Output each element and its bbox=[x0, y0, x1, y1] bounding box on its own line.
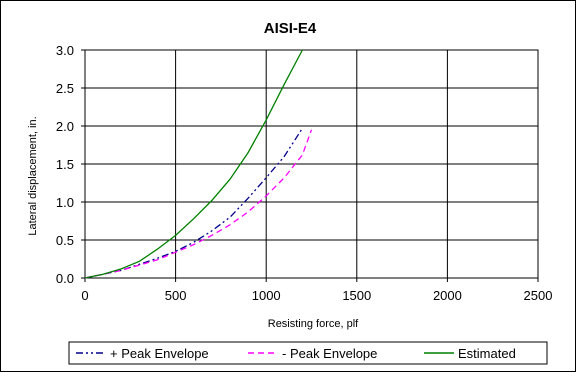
y-tick-label: 2.0 bbox=[56, 119, 74, 134]
y-tick-label: 1.5 bbox=[56, 157, 74, 172]
x-tick-label: 0 bbox=[81, 288, 88, 303]
y-axis-label: Lateral displacement, in. bbox=[27, 116, 39, 235]
y-tick-label: 0.5 bbox=[56, 233, 74, 248]
series-line-estimated bbox=[84, 49, 303, 279]
x-tick-label: 1500 bbox=[342, 288, 371, 303]
y-tick-label: 1.0 bbox=[56, 195, 74, 210]
x-tick-label: 2500 bbox=[524, 288, 553, 303]
legend-label: - Peak Envelope bbox=[282, 346, 377, 361]
legend-box bbox=[68, 341, 548, 365]
y-tick-label: 2.5 bbox=[56, 81, 74, 96]
x-tick-label: 1000 bbox=[252, 288, 281, 303]
x-axis-label: Resisting force, plf bbox=[268, 318, 359, 330]
plot-area: 0 500 1000 1500 2000 2500 0.0 0.5 1.0 1.5 2.0 2.5 3.… bbox=[56, 43, 553, 303]
series-line-peak-envelope bbox=[84, 127, 303, 279]
y-tick-label: 0.0 bbox=[56, 271, 74, 286]
x-tick-label: 500 bbox=[165, 288, 187, 303]
legend: + Peak Envelope - Peak Envelope Estimated bbox=[68, 341, 548, 365]
x-tick-label: 2000 bbox=[433, 288, 462, 303]
legend-label: Estimated bbox=[458, 346, 516, 361]
series-line-peak-envelope bbox=[84, 129, 313, 279]
legend-label: + Peak Envelope bbox=[110, 346, 209, 361]
y-tick-label: 3.0 bbox=[56, 43, 74, 58]
chart-title: AISI-E4 bbox=[264, 20, 317, 37]
